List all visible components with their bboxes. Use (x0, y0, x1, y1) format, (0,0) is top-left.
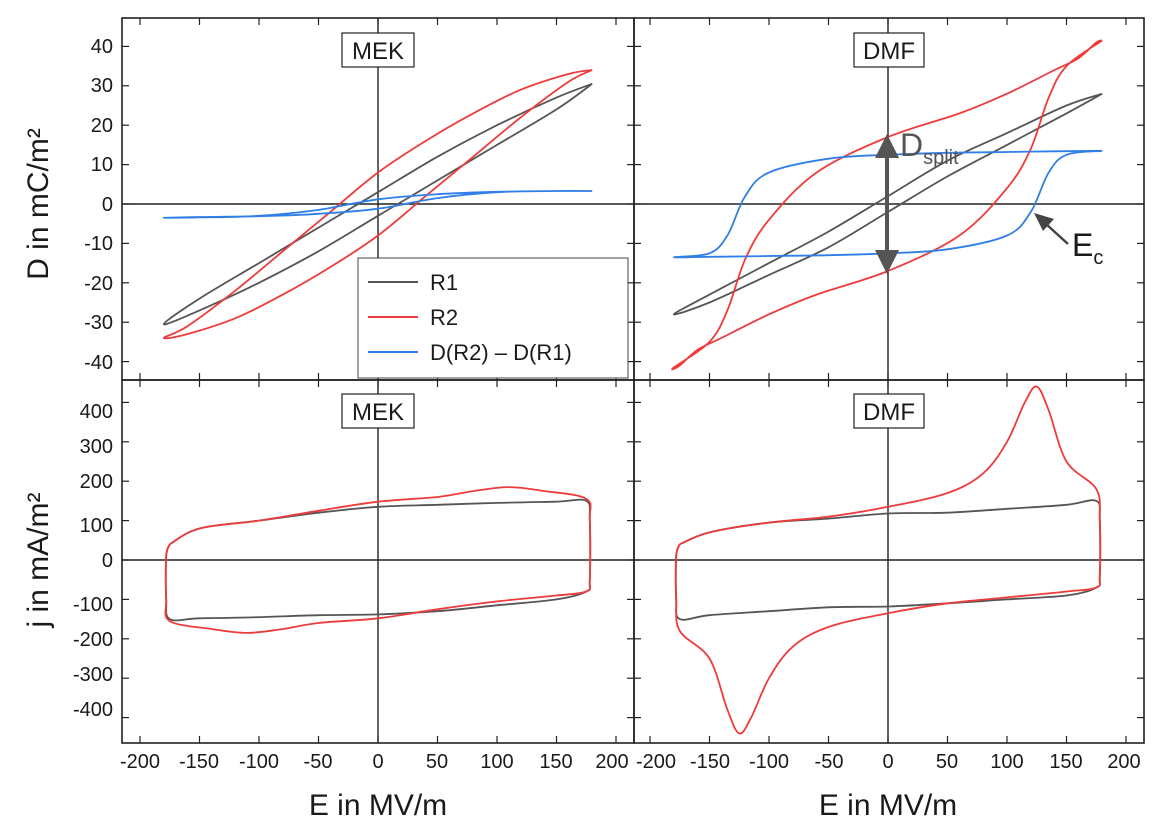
x-tick-label: 100 (480, 751, 513, 773)
y-tick-label: -100 (73, 594, 113, 616)
y-tick-label: -10 (84, 233, 113, 255)
y-axis-title-bottom: j in mA/m² (22, 492, 55, 628)
curves-bottom-left (164, 486, 592, 634)
series-line-d-r2-d-r1 (162, 190, 593, 219)
panel-tag-label: MEK (352, 399, 404, 426)
legend-label-diff: D(R2) – D(R1) (430, 340, 572, 365)
x-tick-label: -150 (690, 751, 730, 773)
x-tick-label: 150 (539, 751, 572, 773)
panel-tag-top-left: MEK (341, 32, 415, 68)
curves-top-left (162, 69, 593, 340)
legend-label-r1: R1 (430, 270, 458, 295)
data-curves (162, 39, 1103, 735)
series-line-r2 (162, 69, 593, 340)
panel-tag-top-right: DMF (853, 32, 925, 68)
y-tick-labels-top: 40 30 20 10 0 -10 -20 -30 -40 (84, 36, 113, 374)
panel-tag-bottom-right: DMF (853, 393, 925, 429)
y-tick-label: 20 (91, 115, 113, 137)
x-tick-label: -50 (815, 751, 844, 773)
d-split-label: Dsplit (900, 127, 959, 169)
series-line-r2 (164, 486, 592, 634)
series-line-d-r2-d-r1 (672, 149, 1103, 259)
d-split-label-main: D (900, 127, 923, 163)
y-axis-title-top: D in mC/m² (22, 128, 55, 280)
tick-marks (122, 18, 1144, 743)
series-line-r1 (162, 82, 593, 326)
x-axis-title-right: E in MV/m (819, 789, 957, 822)
y-tick-label: -400 (73, 699, 113, 721)
y-tick-label: -40 (84, 352, 113, 374)
series-line-r2 (674, 385, 1102, 735)
panel-tag-label: MEK (352, 38, 404, 65)
y-tick-label: -30 (84, 312, 113, 334)
curves-top-right (671, 39, 1103, 371)
d-split-label-sub: split (923, 147, 959, 169)
x-tick-label: -100 (749, 751, 789, 773)
x-tick-label: -100 (239, 751, 279, 773)
x-tick-label: 100 (990, 751, 1023, 773)
x-tick-label: -150 (179, 751, 219, 773)
y-tick-label: 100 (80, 515, 113, 537)
panel-tag-bottom-left: MEK (341, 393, 415, 429)
x-tick-label: 200 (595, 751, 628, 773)
y-tick-label: -300 (73, 664, 113, 686)
y-tick-label: 30 (91, 75, 113, 97)
d-split-arrowhead-up (875, 134, 899, 158)
x-tick-label: -200 (120, 751, 160, 773)
y-tick-label: -20 (84, 273, 113, 295)
y-tick-label: 200 (80, 471, 113, 493)
ec-arrow (1034, 213, 1069, 245)
y-tick-label: 40 (91, 36, 113, 58)
ec-arrowhead (1034, 213, 1054, 231)
y-tick-labels-bottom: 400 300 200 100 0 -100 -200 -300 -400 (73, 401, 113, 721)
y-tick-label: -200 (73, 629, 113, 651)
legend: R1 R2 D(R2) – D(R1) (357, 257, 629, 379)
curves-bottom-right (674, 385, 1102, 735)
legend-label-r2: R2 (430, 305, 458, 330)
y-tick-label: 300 (80, 436, 113, 458)
ec-label: Ec (1072, 227, 1103, 269)
y-tick-label: 0 (102, 194, 113, 216)
series-line-r2 (671, 39, 1103, 371)
x-tick-label: 50 (936, 751, 958, 773)
ec-label-main: E (1072, 227, 1093, 263)
x-tick-label: 150 (1049, 751, 1082, 773)
panel-bottom-right-frame (633, 379, 1145, 744)
x-tick-label: 50 (426, 751, 448, 773)
ec-label-sub: c (1093, 247, 1103, 269)
d-split-arrowhead-down (875, 250, 899, 274)
x-tick-label: -200 (636, 751, 676, 773)
x-tick-labels-left: -200 -150 -100 -50 0 50 100 150 200 (120, 751, 629, 773)
x-tick-labels-right: -200 -150 -100 -50 0 50 100 150 200 (636, 751, 1141, 773)
x-axis-title-left: E in MV/m (309, 789, 447, 822)
d-split-arrow (875, 134, 899, 274)
ec-arrow-shaft (1045, 223, 1069, 245)
panel-tag-label: DMF (863, 399, 915, 426)
x-tick-label: 0 (882, 751, 893, 773)
y-tick-label: 400 (80, 401, 113, 423)
x-tick-label: 200 (1107, 751, 1140, 773)
x-tick-label: 0 (372, 751, 383, 773)
x-tick-label: -50 (304, 751, 333, 773)
y-tick-label: 0 (102, 550, 113, 572)
y-tick-label: 10 (91, 154, 113, 176)
panel-tag-label: DMF (863, 38, 915, 65)
